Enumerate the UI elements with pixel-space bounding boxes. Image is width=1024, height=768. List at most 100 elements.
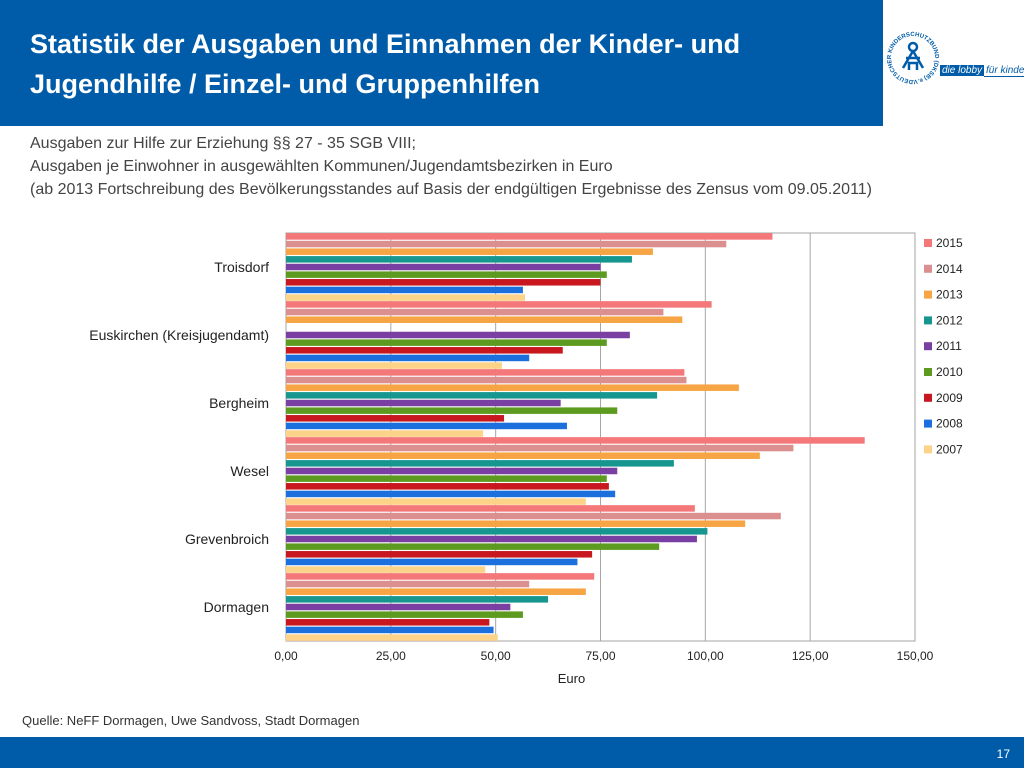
page-number: 17	[996, 747, 1010, 761]
bar-2007	[286, 430, 484, 437]
subtitle-line-2: Ausgaben je Einwohner in ausgewählten Ko…	[30, 158, 613, 175]
bar-2010	[286, 339, 607, 346]
header-bar: Statistik der Ausgaben und Einnahmen der…	[0, 0, 883, 126]
legend-label: 2008	[936, 417, 963, 431]
bar-2007	[286, 566, 486, 573]
footer-bar: 17	[0, 737, 1024, 768]
bar-2014	[286, 512, 781, 520]
x-axis-label: Euro	[558, 671, 585, 686]
bar-2013	[286, 384, 739, 391]
bar-2015	[286, 505, 695, 512]
bar-2010	[286, 407, 618, 414]
bar-2014	[286, 444, 794, 452]
bar-2012	[286, 596, 549, 603]
bar-2015	[286, 369, 685, 376]
bar-2008	[286, 626, 494, 634]
page-title: Statistik der Ausgaben und Einnahmen der…	[30, 29, 741, 99]
bar-2008	[286, 422, 567, 430]
bar-2007	[286, 498, 586, 505]
bar-2010	[286, 271, 607, 278]
bar-2014	[286, 240, 727, 248]
legend-label: 2012	[936, 313, 963, 327]
bar-2012	[286, 392, 658, 399]
source-note: Quelle: NeFF Dormagen, Uwe Sandvoss, Sta…	[22, 713, 360, 728]
category-label: Troisdorf	[214, 259, 269, 275]
bar-2011	[286, 467, 618, 475]
bar-2008	[286, 490, 616, 498]
logo-tagline-a: die lobby	[940, 65, 985, 76]
legend-swatch-2014	[924, 264, 932, 273]
bar-2013	[286, 588, 586, 595]
x-tick-label: 25,00	[376, 649, 406, 663]
category-label: Euskirchen (Kreisjugendamt)	[89, 327, 269, 343]
bar-2013	[286, 248, 653, 255]
bar-2013	[286, 520, 746, 527]
x-tick-label: 150,00	[897, 649, 934, 663]
bar-2014	[286, 580, 530, 588]
bar-2011	[286, 603, 511, 611]
bar-2009	[286, 483, 609, 490]
x-tick-label: 75,00	[585, 649, 615, 663]
category-label: Dormagen	[204, 599, 269, 615]
bar-2009	[286, 619, 490, 626]
legend-swatch-2008	[924, 419, 932, 428]
subtitle: Ausgaben zur Hilfe zur Erziehung §§ 27 -…	[30, 132, 872, 201]
bar-2007	[286, 294, 526, 301]
bar-2009	[286, 279, 601, 286]
category-label: Wesel	[230, 463, 269, 479]
category-label: Grevenbroich	[185, 531, 269, 547]
dksb-logo-icon: DEUTSCHER KINDERSCHUTZBUND (DKSB) e.V.	[887, 32, 939, 84]
bar-2008	[286, 558, 578, 566]
x-tick-label: 100,00	[687, 649, 724, 663]
legend-label: 2009	[936, 391, 963, 405]
bar-2014	[286, 376, 687, 384]
legend-swatch-2007	[924, 445, 932, 454]
legend-swatch-2015	[924, 239, 932, 247]
bar-2010	[286, 543, 660, 550]
bar-2015	[286, 437, 865, 444]
legend-swatch-2012	[924, 316, 932, 325]
bar-2007	[286, 362, 502, 369]
legend-label: 2010	[936, 365, 963, 379]
legend-label: 2011	[936, 339, 962, 353]
bar-2009	[286, 347, 563, 354]
legend-swatch-2011	[924, 342, 932, 351]
legend-swatch-2009	[924, 393, 932, 402]
legend-label: 2015	[936, 236, 963, 250]
bar-2015	[286, 301, 712, 308]
bar-2015	[286, 233, 773, 240]
bar-2011	[286, 263, 601, 271]
bar-2012	[286, 528, 708, 535]
bar-2010	[286, 611, 523, 618]
bar-2012	[286, 256, 632, 263]
bar-2010	[286, 475, 607, 482]
legend-swatch-2013	[924, 290, 932, 299]
legend-swatch-2010	[924, 368, 932, 376]
subtitle-line-1: Ausgaben zur Hilfe zur Erziehung §§ 27 -…	[30, 135, 416, 152]
category-label: Bergheim	[209, 395, 269, 411]
bar-2012	[286, 460, 674, 467]
bar-2007	[286, 634, 498, 641]
legend-label: 2013	[936, 288, 963, 302]
bar-2008	[286, 354, 530, 362]
bar-2011	[286, 331, 630, 339]
bar-2011	[286, 535, 697, 543]
bar-2009	[286, 551, 593, 558]
plot-area	[285, 232, 916, 642]
dksb-logo: DEUTSCHER KINDERSCHUTZBUND (DKSB) e.V. d…	[885, 30, 1024, 100]
x-tick-label: 125,00	[792, 649, 829, 663]
bar-2013	[286, 452, 760, 459]
bar-2013	[286, 316, 683, 323]
bar-chart: 0,00 25,00 50,00 75,00 100,00 125,00 150,00 Tro…	[89, 232, 963, 686]
bar-2009	[286, 415, 505, 422]
subtitle-line-3: (ab 2013 Fortschreibung des Bevölkerungs…	[30, 181, 872, 198]
legend-label: 2007	[936, 442, 963, 456]
legend-label: 2014	[936, 262, 963, 276]
logo-tagline-b: für kinder	[984, 65, 1024, 77]
bar-2014	[286, 308, 664, 316]
bar-2015	[286, 573, 595, 580]
logo-tagline: die lobby für kinder	[940, 65, 1024, 77]
bar-2011	[286, 399, 561, 407]
x-tick-label: 50,00	[481, 649, 511, 663]
bar-2008	[286, 286, 523, 294]
